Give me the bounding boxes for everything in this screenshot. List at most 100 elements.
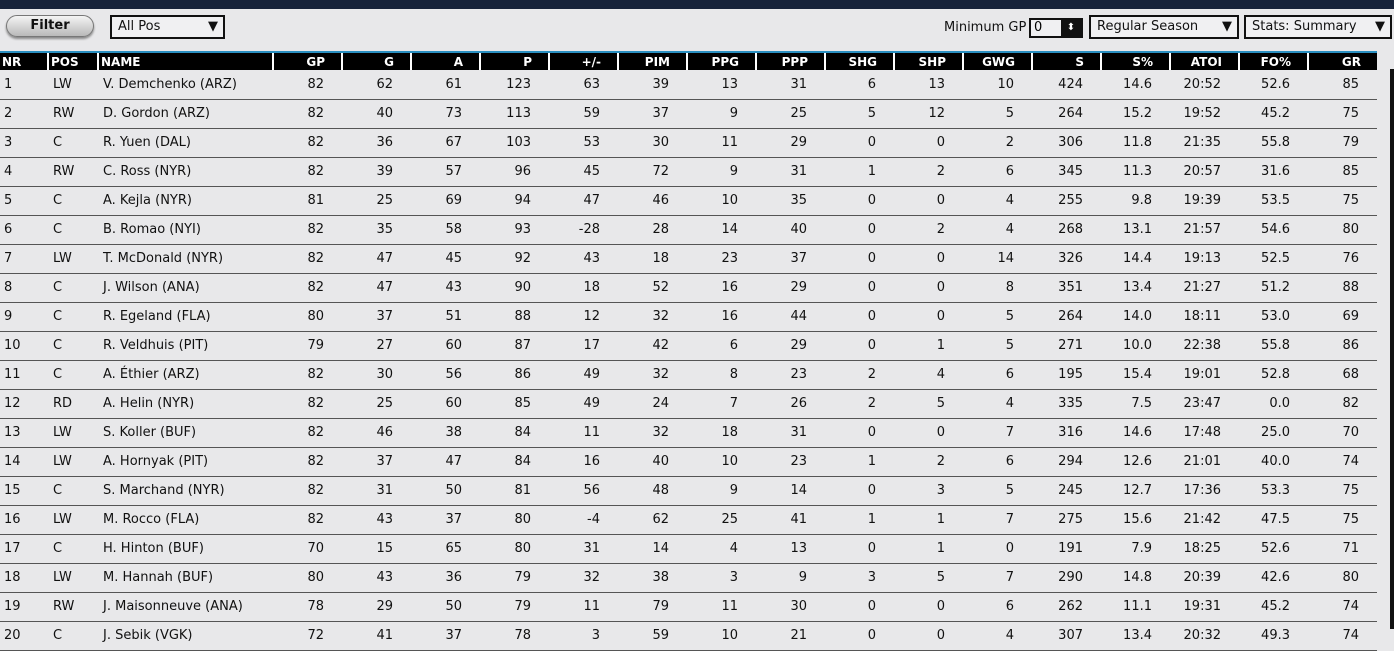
cell-pim: 38 xyxy=(618,563,687,593)
table-row[interactable]: 16 LW M. Rocco (FLA) 82 43 37 80 -4 62 25 41 1 1 7 275… xyxy=(0,505,1377,535)
column-header-pim[interactable]: PIM xyxy=(617,51,687,70)
position-select[interactable]: All Pos ▼ xyxy=(110,15,225,39)
cell-shg: 0 xyxy=(825,621,894,651)
cell-p: 85 xyxy=(480,389,549,419)
cell-a: 36 xyxy=(411,563,480,593)
column-header-shg[interactable]: SHG xyxy=(824,51,894,70)
column-header-ppg[interactable]: PPG xyxy=(686,51,756,70)
stats-select-value: Stats: Summary xyxy=(1252,19,1357,34)
cell-nr: 5 xyxy=(0,186,48,216)
cell-pos: LW xyxy=(48,505,98,535)
column-header-name[interactable]: NAME xyxy=(97,51,273,70)
table-row[interactable]: 2 RW D. Gordon (ARZ) 82 40 73 113 59 37 9 25 5 12 5 26… xyxy=(0,99,1377,129)
table-row[interactable]: 13 LW S. Koller (BUF) 82 46 38 84 11 32 18 31 0 0 7 31… xyxy=(0,418,1377,448)
cell-s: 268 xyxy=(1032,215,1101,245)
cell-gwg: 4 xyxy=(963,389,1032,419)
cell-gr: 75 xyxy=(1308,476,1377,506)
cell-shg: 1 xyxy=(825,447,894,477)
cell-gr: 75 xyxy=(1308,99,1377,129)
table-row[interactable]: 10 C R. Veldhuis (PIT) 79 27 60 87 17 42 6 29 0 1 5 27… xyxy=(0,331,1377,361)
cell-pos: C xyxy=(48,302,98,332)
cell-fo-: 47.5 xyxy=(1239,505,1308,535)
cell-ppp: 30 xyxy=(756,592,825,622)
table-row[interactable]: 15 C S. Marchand (NYR) 82 31 50 81 56 48 9 14 0 3 5 24… xyxy=(0,476,1377,506)
column-header--[interactable]: +/- xyxy=(548,51,618,70)
cell-pos: LW xyxy=(48,70,98,100)
table-row[interactable]: 9 C R. Egeland (FLA) 80 37 51 88 12 32 16 44 0 0 5 264… xyxy=(0,302,1377,332)
cell-s: 351 xyxy=(1032,273,1101,303)
position-select-value: All Pos xyxy=(118,19,161,34)
cell-gr: 79 xyxy=(1308,128,1377,158)
column-header-s-[interactable]: S% xyxy=(1100,51,1170,70)
table-row[interactable]: 18 LW M. Hannah (BUF) 80 43 36 79 32 38 3 9 3 5 7 290 1… xyxy=(0,563,1377,593)
minimum-gp-stepper[interactable]: 0 ⬍ xyxy=(1029,18,1083,38)
table-row[interactable]: 4 RW C. Ross (NYR) 82 39 57 96 45 72 9 31 1 2 6 345 11.… xyxy=(0,157,1377,187)
cell-s-: 14.4 xyxy=(1101,244,1170,274)
cell-s-: 11.3 xyxy=(1101,157,1170,187)
column-header-p[interactable]: P xyxy=(479,51,549,70)
cell-gr: 80 xyxy=(1308,215,1377,245)
column-header-g[interactable]: G xyxy=(341,51,411,70)
column-header-s[interactable]: S xyxy=(1031,51,1101,70)
table-row[interactable]: 19 RW J. Maisonneuve (ANA) 78 29 50 79 11 79 11 30… xyxy=(0,592,1377,622)
cell-fo-: 25.0 xyxy=(1239,418,1308,448)
table-row[interactable]: 1 LW V. Demchenko (ARZ) 82 62 61 123 63 39 13 31 6 1… xyxy=(0,70,1377,100)
column-header-ppp[interactable]: PPP xyxy=(755,51,825,70)
cell-g: 31 xyxy=(342,476,411,506)
column-header-a[interactable]: A xyxy=(410,51,480,70)
cell-shp: 2 xyxy=(894,447,963,477)
cell-atoi: 21:27 xyxy=(1170,273,1239,303)
table-row[interactable]: 5 C A. Kejla (NYR) 81 25 69 94 47 46 10 35 0 0 4 255 9.… xyxy=(0,186,1377,216)
cell-g: 39 xyxy=(342,157,411,187)
cell-a: 50 xyxy=(411,476,480,506)
cell-pos: C xyxy=(48,360,98,390)
spinner-arrows-icon[interactable]: ⬍ xyxy=(1061,20,1081,36)
cell-s-: 10.0 xyxy=(1101,331,1170,361)
cell-pim: 52 xyxy=(618,273,687,303)
cell-fo-: 42.6 xyxy=(1239,563,1308,593)
filter-button[interactable]: Filter xyxy=(6,15,94,37)
column-header-atoi[interactable]: ATOI xyxy=(1169,51,1239,70)
season-select[interactable]: Regular Season ▼ xyxy=(1089,15,1239,39)
column-header-gp[interactable]: GP xyxy=(272,51,342,70)
table-row[interactable]: 11 C A. Éthier (ARZ) 82 30 56 86 49 32 8 23 2 4 6 195 1… xyxy=(0,360,1377,390)
cell-gp: 82 xyxy=(273,157,342,187)
table-row[interactable]: 12 RD A. Helin (NYR) 82 25 60 85 49 24 7 26 2 5 4 335 7… xyxy=(0,389,1377,419)
cell-gp: 82 xyxy=(273,128,342,158)
cell-g: 47 xyxy=(342,244,411,274)
column-header-fo-[interactable]: FO% xyxy=(1238,51,1308,70)
cell-g: 41 xyxy=(342,621,411,651)
table-row[interactable]: 17 C H. Hinton (BUF) 70 15 65 80 31 14 4 13 0 1 0 191 7… xyxy=(0,534,1377,564)
table-row[interactable]: 20 C J. Sebik (VGK) 72 41 37 78 3 59 10 21 0 0 4 307 13… xyxy=(0,621,1377,651)
table-row[interactable]: 14 LW A. Hornyak (PIT) 82 37 47 84 16 40 10 23 1 2 6 2… xyxy=(0,447,1377,477)
table-row[interactable]: 8 C J. Wilson (ANA) 82 47 43 90 18 52 16 29 0 0 8 351 1… xyxy=(0,273,1377,303)
cell-name: V. Demchenko (ARZ) xyxy=(98,70,273,100)
cell-s: 335 xyxy=(1032,389,1101,419)
cell-ppp: 31 xyxy=(756,418,825,448)
column-header-pos[interactable]: POS xyxy=(47,51,98,70)
cell-gp: 82 xyxy=(273,215,342,245)
cell-atoi: 20:57 xyxy=(1170,157,1239,187)
cell--: 12 xyxy=(549,302,618,332)
vertical-scrollbar[interactable] xyxy=(1377,51,1394,647)
table-row[interactable]: 6 C B. Romao (NYI) 82 35 58 93 -28 28 14 40 0 2 4 268 1… xyxy=(0,215,1377,245)
column-header-gr[interactable]: GR xyxy=(1307,51,1377,70)
cell-atoi: 20:32 xyxy=(1170,621,1239,651)
cell-name: H. Hinton (BUF) xyxy=(98,534,273,564)
scrollbar-thumb[interactable] xyxy=(1390,69,1394,629)
cell-shg: 0 xyxy=(825,592,894,622)
cell-pim: 28 xyxy=(618,215,687,245)
cell-name: R. Yuen (DAL) xyxy=(98,128,273,158)
stats-view-select[interactable]: Stats: Summary ▼ xyxy=(1244,15,1392,39)
cell-s: 424 xyxy=(1032,70,1101,100)
column-header-gwg[interactable]: GWG xyxy=(962,51,1032,70)
table-row[interactable]: 7 LW T. McDonald (NYR) 82 47 45 92 43 18 23 37 0 0 14… xyxy=(0,244,1377,274)
column-header-shp[interactable]: SHP xyxy=(893,51,963,70)
cell-atoi: 20:39 xyxy=(1170,563,1239,593)
column-header-nr[interactable]: NR xyxy=(0,51,48,70)
cell--: 16 xyxy=(549,447,618,477)
cell-a: 37 xyxy=(411,621,480,651)
cell-p: 113 xyxy=(480,99,549,129)
table-row[interactable]: 3 C R. Yuen (DAL) 82 36 67 103 53 30 11 29 0 0 2 306 11… xyxy=(0,128,1377,158)
cell-ppg: 18 xyxy=(687,418,756,448)
